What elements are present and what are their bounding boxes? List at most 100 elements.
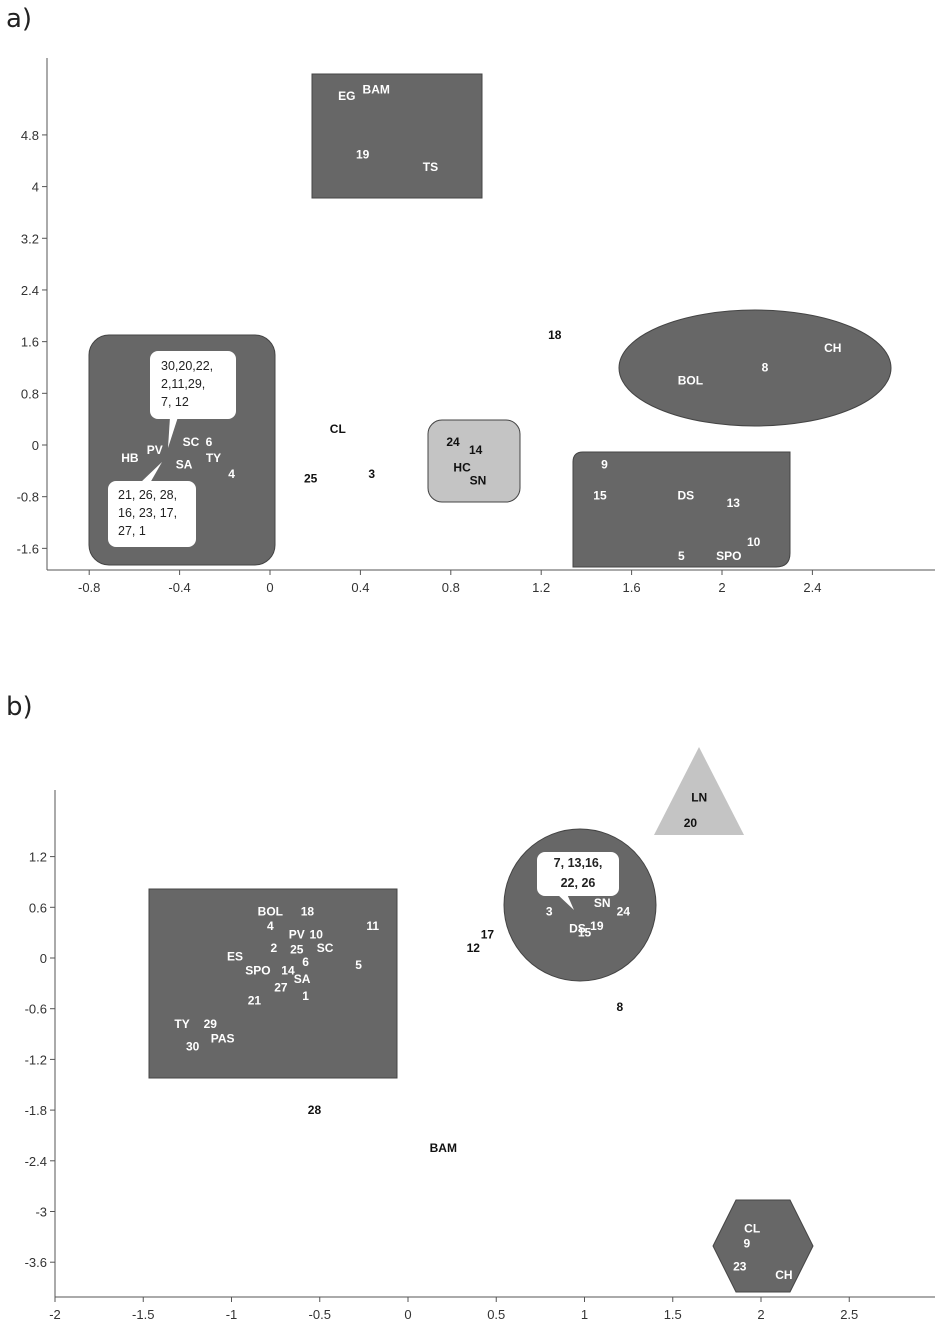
point-label: 8 [762, 360, 769, 374]
point-label: SC [317, 941, 334, 955]
x-tick-label: 1.6 [623, 580, 641, 595]
chart-panel-b: -2 -1.5 -1 -0.5 0 0.5 1 1.5 2 2.5 -3.6 -3 -2.4 -1.8 -1… [25, 747, 935, 1320]
point-label: ES [227, 949, 243, 963]
point-label: SN [470, 474, 487, 488]
point-label: 19 [356, 147, 370, 161]
x-tick-label: -0.8 [78, 580, 100, 595]
point-label: SA [176, 457, 193, 471]
x-tick-label: -1 [226, 1307, 238, 1320]
point-label: SC [183, 435, 200, 449]
point-label: 19 [590, 919, 604, 933]
callout-tail [140, 462, 162, 483]
group-hexagon [712, 1199, 814, 1293]
x-tick-label: -1.5 [132, 1307, 154, 1320]
point-label: BOL [678, 373, 703, 387]
point-label: 15 [578, 926, 592, 940]
callout-text-line: 27, 1 [118, 524, 146, 538]
point-label: CH [775, 1268, 792, 1282]
point-label: LN [691, 790, 707, 804]
point-label: DS [678, 488, 695, 502]
point-label: 28 [308, 1103, 322, 1117]
callout-text-line: 7, 13,16, [554, 856, 603, 870]
point-label: 11 [366, 919, 379, 933]
point-label: SPO [716, 549, 741, 563]
x-tick-label: 0 [266, 580, 273, 595]
point-label: 17 [481, 927, 495, 941]
point-label: CH [824, 341, 841, 355]
point-label: 24 [446, 435, 460, 449]
y-tick-label: -1.6 [17, 541, 39, 556]
point-label: 24 [617, 905, 631, 919]
point-label: 3 [368, 467, 375, 481]
point-label: 4 [267, 919, 274, 933]
y-tick-label: 1.2 [29, 850, 47, 865]
point-label: EG [338, 89, 355, 103]
point-label: 1 [302, 989, 309, 1003]
x-tick-label: 0 [404, 1307, 411, 1320]
group-triangle [654, 747, 744, 835]
point-label: BAM [363, 83, 390, 97]
point-label: TY [174, 1017, 189, 1031]
group-circle [503, 828, 657, 982]
group-rect-bottom-right [572, 451, 791, 568]
point-label: SA [294, 972, 311, 986]
y-tick-label: -0.6 [25, 1002, 47, 1017]
point-label: BAM [430, 1141, 457, 1155]
point-label: 18 [548, 328, 562, 342]
group-rect-left [148, 888, 398, 1079]
x-tick-label: 2 [757, 1307, 764, 1320]
point-label: 27 [274, 981, 288, 995]
callout-text-line: 16, 23, 17, [118, 506, 177, 520]
y-tick-label: 0 [32, 438, 39, 453]
x-tick-label: -0.4 [168, 580, 190, 595]
callout-bubble [108, 481, 196, 547]
point-label: 21 [248, 993, 262, 1007]
point-label: 3 [546, 905, 553, 919]
x-tick-label: -0.5 [309, 1307, 331, 1320]
x-tick-label: 0.8 [442, 580, 460, 595]
point-label: 6 [206, 435, 213, 449]
point-label: PV [147, 443, 163, 457]
y-tick-label: 2.4 [21, 283, 39, 298]
chart-panel-a: -0.8 -0.4 0 0.4 0.8 1.2 1.6 2 2.4 -1.6 -0.8 0 0.8 1.6… [17, 58, 935, 595]
callout-text-line: 30,20,22, [161, 359, 213, 373]
y-tick-label: 4.8 [21, 128, 39, 143]
y-tick-label: -3.6 [25, 1255, 47, 1270]
point-label: 8 [616, 1000, 623, 1014]
point-label: PV [289, 927, 305, 941]
point-label: 18 [301, 905, 315, 919]
group-rect-center [427, 419, 521, 503]
y-tick-label: -0.8 [17, 490, 39, 505]
callout-text-line: 22, 26 [561, 876, 596, 890]
panel-a-label: a) [6, 4, 33, 34]
point-label: 15 [593, 488, 607, 502]
x-tick-label: -2 [49, 1307, 61, 1320]
point-label: 30 [186, 1040, 200, 1054]
point-label: 6 [302, 955, 309, 969]
y-tick-label: -2.4 [25, 1154, 47, 1169]
point-label: 10 [747, 535, 761, 549]
point-label: 14 [281, 964, 295, 978]
y-tick-label: 0.6 [29, 900, 47, 915]
point-label: 4 [228, 467, 235, 481]
point-label: 5 [355, 958, 362, 972]
group-rect-top [311, 73, 483, 199]
point-label: 23 [733, 1259, 747, 1273]
point-label: TS [423, 160, 438, 174]
callout-tail [557, 894, 574, 910]
point-label: HB [121, 451, 139, 465]
y-tick-label: 4 [32, 180, 39, 195]
point-label: 14 [469, 443, 483, 457]
x-tick-label: 2.4 [803, 580, 821, 595]
y-tick-label: -1.8 [25, 1103, 47, 1118]
point-label: 9 [601, 457, 608, 471]
x-tick-label: 1.5 [664, 1307, 682, 1320]
point-label: CL [330, 422, 346, 436]
point-label: TY [206, 451, 221, 465]
callout-text-line: 2,11,29, [161, 377, 205, 391]
point-label: 25 [304, 472, 318, 486]
point-label: CL [744, 1221, 760, 1235]
point-label: 10 [310, 927, 324, 941]
point-label: PAS [211, 1031, 235, 1045]
